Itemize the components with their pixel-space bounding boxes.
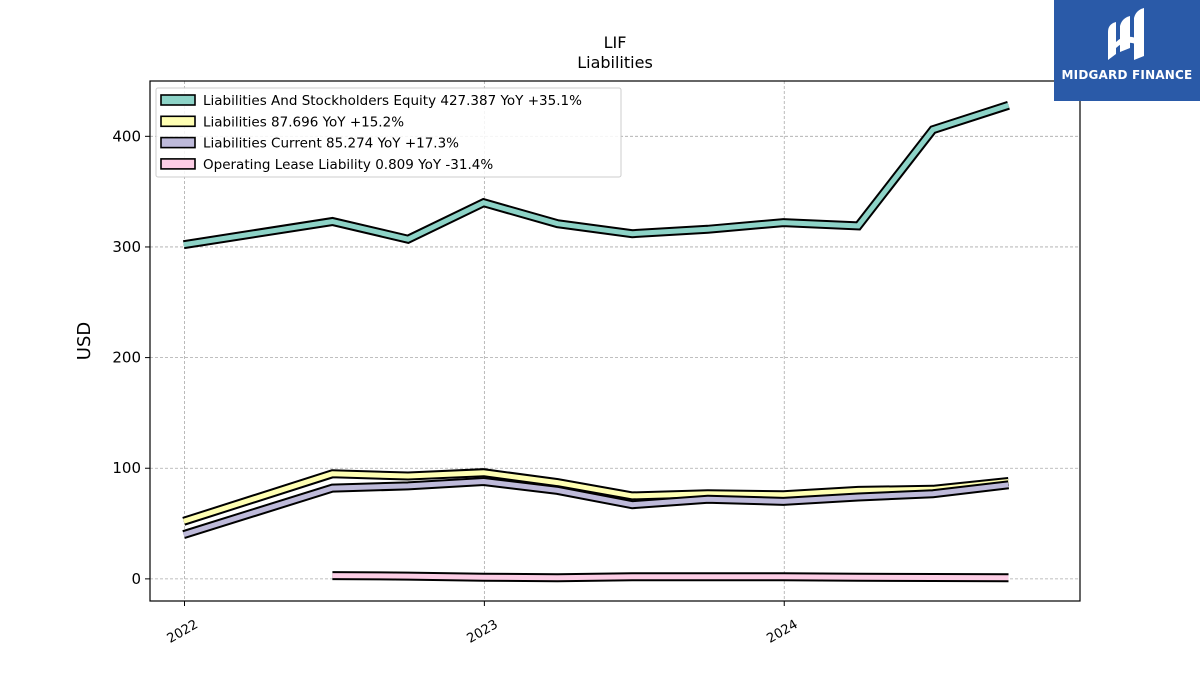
y-tick-label: 200 [112, 349, 141, 367]
midgard-logo-icon [1108, 8, 1144, 60]
y-axis-label: USD [74, 322, 95, 360]
y-tick-label: 400 [112, 127, 141, 145]
y-tick-label: 0 [131, 570, 141, 588]
legend-label: Liabilities 87.696 YoY +15.2% [203, 114, 404, 130]
legend-swatch [160, 158, 196, 170]
midgard-finance-logo: MIDGARD FINANCE [1054, 0, 1200, 101]
series-liabilities-current [182, 476, 1010, 539]
legend-label: Liabilities And Stockholders Equity 427.… [203, 93, 582, 109]
chart-subtitle: Liabilities [577, 53, 653, 72]
series-line [332, 573, 1009, 581]
series-operating-lease-liability [332, 571, 1009, 583]
legend: Liabilities And Stockholders Equity 427.… [155, 87, 622, 178]
series-line [182, 470, 1009, 524]
axes: 0 100 200 300 400 2022 2023 2024 [112, 127, 800, 646]
x-tick-label: 2024 [764, 617, 800, 647]
x-tick-label: 2022 [165, 617, 201, 647]
legend-label: Liabilities Current 85.274 YoY +17.3% [203, 136, 459, 152]
x-tick-label: 2023 [465, 617, 501, 647]
legend-swatch [160, 115, 196, 128]
logo-text: MIDGARD FINANCE [1061, 68, 1193, 82]
series-line [183, 102, 1010, 248]
legend-label: Operating Lease Liability 0.809 YoY -31.… [203, 157, 493, 173]
series-line [182, 478, 1009, 537]
chart-title: LIF [604, 33, 627, 52]
plot-frame [149, 80, 1081, 602]
legend-box [155, 87, 622, 178]
y-tick-label: 300 [112, 238, 141, 256]
series-liabilities [182, 468, 1009, 526]
legend-swatch [160, 136, 196, 149]
series-liabilities-and-stockholders-equity [183, 101, 1010, 250]
y-tick-label: 100 [112, 459, 141, 477]
legend-swatch [160, 94, 196, 106]
series-lines [182, 101, 1010, 583]
